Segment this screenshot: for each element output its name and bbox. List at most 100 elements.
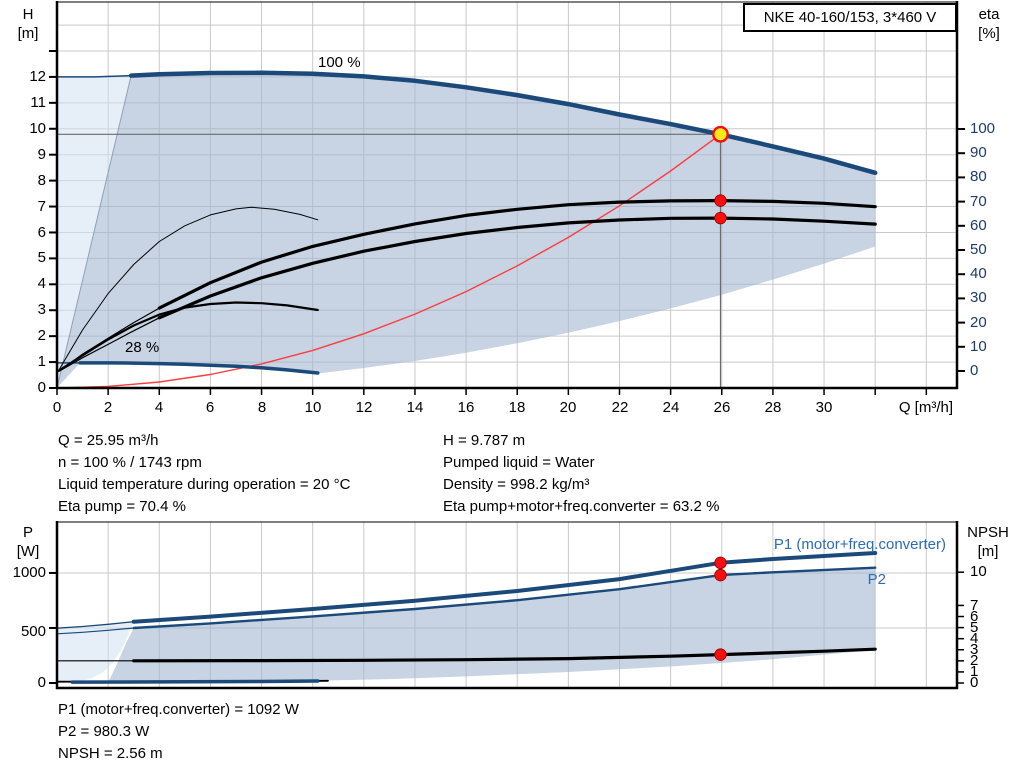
- q-axis-tick: 6: [205, 399, 215, 416]
- q-axis-tick: 4: [154, 399, 164, 416]
- eta-axis-tick: 10: [970, 338, 987, 355]
- q-axis-tick: 26: [713, 399, 731, 416]
- operating-envelope: [108, 567, 876, 683]
- npsh-axis-tick: 1: [970, 663, 979, 680]
- q-axis-tick: 2: [103, 399, 113, 416]
- system-curve: [56, 133, 722, 389]
- eta-axis-title: eta [%]: [966, 5, 1012, 43]
- info-density: Density = 998.2 kg/m³: [443, 476, 590, 493]
- p-axis-title-unit: [W]: [16, 543, 40, 560]
- info-liquid-temperature: Liquid temperature during operation = 20…: [58, 476, 351, 493]
- h-axis-tick: 2: [37, 327, 46, 344]
- npsh-axis-tick: 6: [970, 608, 979, 625]
- p1-thin: [56, 621, 135, 629]
- info-head: H = 9.787 m: [443, 432, 526, 449]
- npsh-duty-dot: [714, 648, 727, 661]
- info-eta-total: Eta pump+motor+freq.converter = 63.2 %: [443, 498, 720, 515]
- q-axis-tick: 16: [457, 399, 475, 416]
- eta-axis-tick: 90: [970, 144, 987, 161]
- h-axis-tick: 7: [37, 198, 46, 215]
- h-axis-title: H [m]: [6, 5, 50, 43]
- p2-duty-dot: [714, 568, 727, 582]
- h-axis-tick: 11: [30, 94, 46, 111]
- npsh-axis-tick: 2: [970, 652, 979, 669]
- q-axis-tick: 8: [257, 399, 267, 416]
- eta-axis-tick: 40: [970, 265, 987, 282]
- eta-pump-thin: [59, 307, 160, 372]
- q-axis-tick: 0: [52, 399, 62, 416]
- p-min-speed: [70, 679, 320, 684]
- q-axis-tick: 30: [815, 399, 833, 416]
- npsh-axis-tick: 7: [970, 597, 979, 614]
- speed-label-28pct: 28 %: [125, 339, 159, 356]
- eta-pump-duty-dot: [714, 194, 727, 207]
- p-axis-tick: 1000: [12, 564, 46, 581]
- q-axis-tick: 12: [355, 399, 373, 416]
- info-npsh: NPSH = 2.56 m: [58, 745, 163, 762]
- power-chart-plot: [49, 521, 964, 690]
- eta-axis-tick: 20: [970, 314, 987, 331]
- info-pumped-liquid: Pumped liquid = Water: [443, 454, 595, 471]
- q-axis-tick: 20: [559, 399, 577, 416]
- h-axis-title-unit: [m]: [17, 25, 39, 42]
- p-axis-tick: 0: [37, 674, 46, 691]
- p2-curve-label: P2: [868, 571, 886, 588]
- p2-thin: [56, 627, 135, 635]
- p-axis-title-symbol: P: [22, 524, 33, 541]
- q-axis-tick: 28: [764, 399, 782, 416]
- eta-total-thin: [59, 317, 160, 372]
- npsh-axis-tick: 4: [970, 630, 979, 647]
- npsh-curve: [132, 647, 877, 663]
- eta-axis-title-unit: [%]: [978, 25, 1000, 42]
- npsh-axis-tick: 0: [970, 674, 979, 691]
- q-axis-tick: 14: [406, 399, 424, 416]
- npsh-axis-title-unit: [m]: [977, 543, 999, 560]
- h-axis-tick: 12: [29, 68, 46, 85]
- eta-axis-tick: 70: [970, 193, 987, 210]
- npsh-axis-tick: 5: [970, 619, 979, 636]
- head-chart-plot: [49, 1, 965, 395]
- eta-axis-tick: 80: [970, 168, 987, 185]
- eta-axis-tick: 30: [970, 289, 987, 306]
- p-axis-title: P [W]: [6, 523, 50, 561]
- duty-info-left: Q = 25.95 m³/h n = 100 % / 1743 rpm Liqu…: [58, 430, 350, 518]
- info-speed: n = 100 % / 1743 rpm: [58, 454, 202, 471]
- eta-pump: [157, 199, 877, 310]
- h-axis-tick: 3: [37, 301, 46, 318]
- qh-28pct: [78, 361, 320, 375]
- low-flow-region: [57, 621, 134, 682]
- p-axis-tick: 500: [20, 623, 46, 640]
- eta-total: [157, 216, 877, 320]
- p1-curve: [131, 551, 878, 624]
- info-eta-pump: Eta pump = 70.4 %: [58, 498, 186, 515]
- h-axis-tick: 4: [37, 275, 46, 292]
- eta-pump-28pct: [57, 206, 319, 372]
- h-axis-title-symbol: H: [22, 6, 34, 23]
- eta-axis-tick: 50: [970, 241, 987, 258]
- eta-axis-title-symbol: eta: [978, 6, 1000, 23]
- eta-axis-tick: 60: [970, 217, 987, 234]
- h-axis-tick: 8: [37, 172, 46, 189]
- h-axis-tick: 0: [37, 379, 46, 396]
- eta-axis-tick: 100: [970, 120, 996, 137]
- q-axis-tick: 10: [304, 399, 322, 416]
- pump-title-box: NKE 40-160/153, 3*460 V: [743, 3, 957, 32]
- h-axis-tick: 10: [29, 120, 46, 137]
- speed-label-100pct: 100 %: [318, 54, 361, 71]
- eta-total-duty-dot: [714, 211, 727, 225]
- envelope-edge: [56, 75, 132, 389]
- h-axis-tick: 5: [37, 249, 46, 266]
- h-axis-tick: 9: [37, 146, 46, 163]
- duty-info-bottom: P1 (motor+freq.converter) = 1092 W P2 = …: [58, 699, 299, 765]
- npsh-axis-tick: 3: [970, 641, 979, 658]
- qh-100pct-thin: [56, 74, 132, 78]
- npsh-axis-title: NPSH [m]: [956, 523, 1020, 561]
- duty-point: [712, 125, 729, 143]
- qh-100pct: [128, 70, 878, 176]
- q-axis-tick: 22: [611, 399, 629, 416]
- h-axis-tick: 1: [37, 353, 46, 370]
- q-axis-tick: 18: [508, 399, 526, 416]
- npsh-axis-title-symbol: NPSH: [967, 524, 1009, 541]
